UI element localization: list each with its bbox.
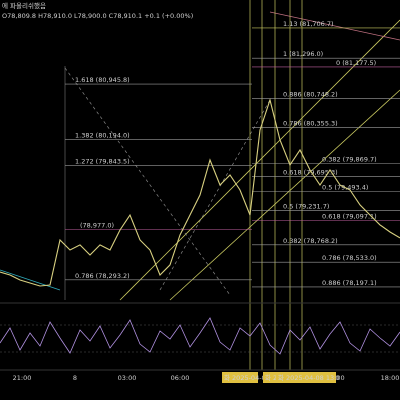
fib-label: 1.13 (81,706.7): [283, 20, 334, 28]
x-tick-label: 06:00: [171, 374, 190, 382]
trend-line: [0, 269, 61, 291]
date-highlight-label: 화 2025-04-08 13:00: [278, 374, 345, 382]
channel-line: [119, 19, 400, 301]
fib-label: 0.786 (80,355.3): [283, 120, 338, 128]
series-line: [0, 317, 400, 355]
header-name: 에 파올리쉬했음: [2, 1, 46, 10]
series-line: [0, 98, 400, 287]
header-ohlc: O78,809.8 H78,910.0 L78,900.0 C78,910.1 …: [2, 12, 193, 20]
fib-label: 0.886 (78,197.1): [322, 279, 377, 287]
fib-label: 1.382 (80,194.0): [75, 132, 130, 140]
fib-label: 1.618 (80,945.8): [75, 76, 130, 84]
fib-label: 0.618 (79,097.1): [322, 213, 377, 221]
fib-label: 1.272 (79,843.5): [75, 157, 130, 165]
channel-line: [169, 89, 400, 301]
fib-label: 0.786 (78,533.0): [322, 254, 377, 262]
x-tick-label: 8: [73, 374, 77, 382]
fib-label: 0.382 (78,768.2): [283, 237, 338, 245]
trend-line: [269, 11, 400, 41]
fib-label: 0.786 (78,293.2): [75, 272, 130, 280]
date-highlight-label: 화 20:: [265, 374, 284, 382]
fib-label: 0 (81,177.5): [336, 59, 376, 67]
date-highlight: [222, 372, 258, 383]
fib-label: 1 (81,296.0): [283, 50, 323, 58]
fib-label: (78,977.0): [80, 221, 114, 229]
date-highlight: [276, 372, 336, 383]
diagonal-line: [159, 99, 271, 291]
date-highlight: [263, 372, 281, 383]
fib-label: 0.886 (80,748.2): [283, 91, 338, 99]
fib-label: 0.618 (79,695.3): [283, 168, 338, 176]
x-tick-label: 03:00: [118, 374, 137, 382]
x-tick-label: 18:00: [381, 374, 400, 382]
fib-label: 0.382 (79,869.7): [322, 155, 377, 163]
x-tick-label: 21:00: [13, 374, 32, 382]
diagonal-line: [64, 67, 231, 296]
fib-label: 0.5 (79,231.7): [283, 203, 329, 211]
date-highlight-label: 화 2025-04-0: [224, 374, 266, 382]
